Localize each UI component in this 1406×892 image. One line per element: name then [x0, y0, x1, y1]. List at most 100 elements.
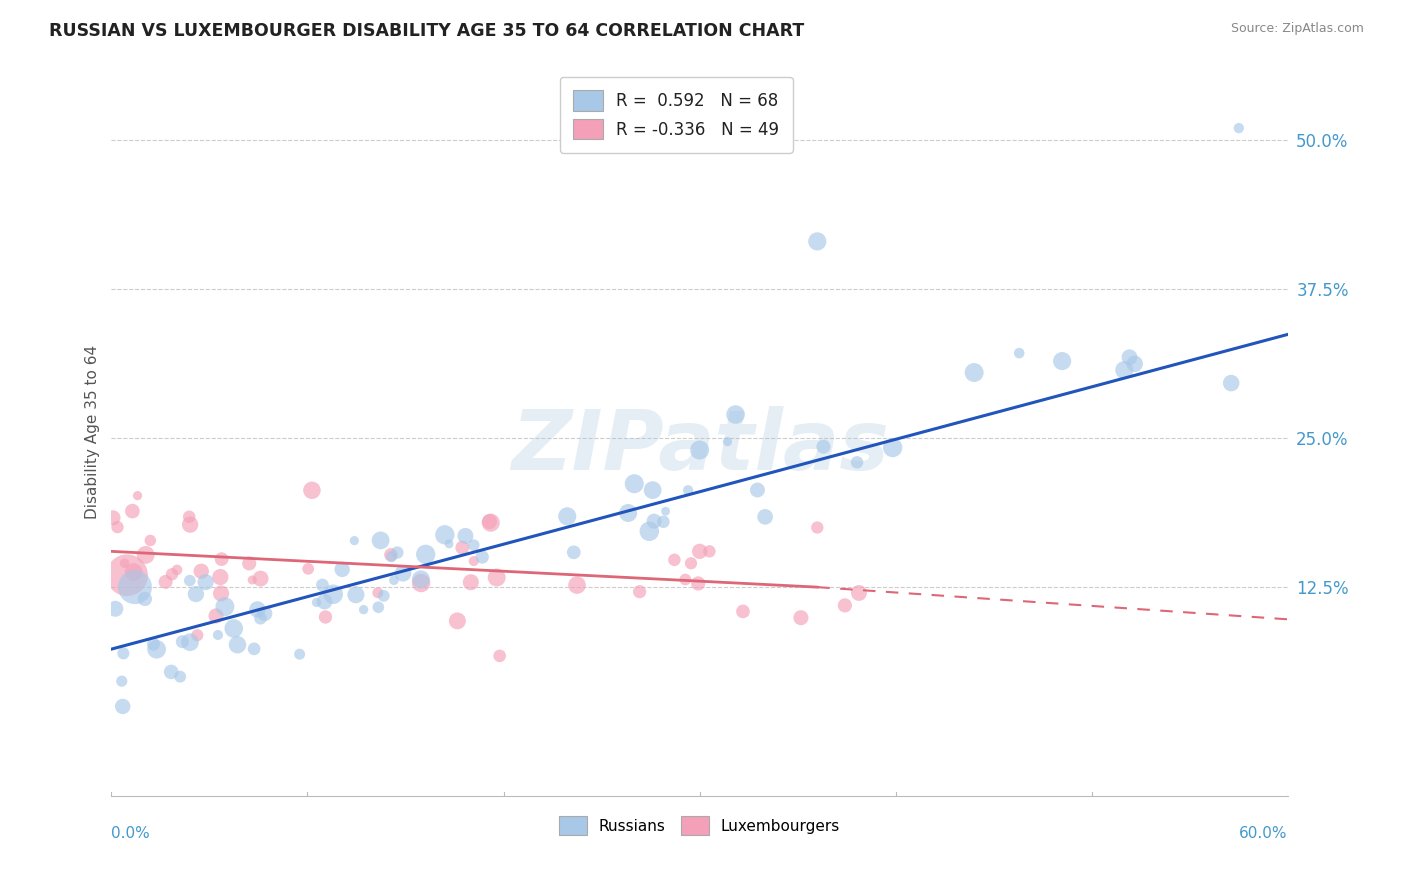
Point [288, 647, 311, 661]
Point [246, 602, 269, 616]
Point [134, 591, 156, 606]
Point [107, 520, 129, 534]
Point [437, 537, 460, 551]
Point [471, 549, 494, 564]
Point [654, 504, 676, 518]
Point [322, 587, 344, 601]
Point [617, 506, 640, 520]
Text: Source: ZipAtlas.com: Source: ZipAtlas.com [1230, 22, 1364, 36]
Point [813, 440, 835, 454]
Point [343, 533, 366, 548]
Point [679, 556, 702, 570]
Point [676, 483, 699, 498]
Point [638, 524, 661, 539]
Point [114, 556, 136, 570]
Point [1123, 357, 1146, 371]
Y-axis label: Disability Age 35 to 64: Disability Age 35 to 64 [86, 345, 100, 519]
Point [249, 611, 271, 625]
Point [380, 548, 402, 562]
Point [301, 483, 323, 498]
Point [314, 610, 336, 624]
Point [446, 614, 468, 628]
Point [688, 576, 710, 591]
Text: ZIPatlas: ZIPatlas [510, 406, 889, 487]
Point [179, 635, 201, 649]
Point [222, 622, 245, 636]
Point [111, 699, 134, 714]
Point [297, 562, 319, 576]
Point [454, 529, 477, 543]
Point [166, 563, 188, 577]
Point [101, 510, 124, 524]
Point [1118, 351, 1140, 365]
Point [731, 604, 754, 618]
Point [238, 557, 260, 571]
Point [623, 476, 645, 491]
Point [641, 483, 664, 497]
Point [628, 584, 651, 599]
Point [411, 576, 433, 591]
Point [240, 573, 263, 587]
Point [689, 544, 711, 558]
Point [754, 509, 776, 524]
Point [194, 575, 217, 590]
Point [1114, 363, 1136, 377]
Point [834, 599, 856, 613]
Point [115, 568, 138, 582]
Point [689, 443, 711, 458]
Point [479, 516, 502, 530]
Point [190, 564, 212, 578]
Point [1220, 376, 1243, 390]
Point [160, 665, 183, 679]
Point [1050, 354, 1073, 368]
Text: RUSSIAN VS LUXEMBOURGER DISABILITY AGE 35 TO 64 CORRELATION CHART: RUSSIAN VS LUXEMBOURGER DISABILITY AGE 3… [49, 22, 804, 40]
Point [373, 589, 395, 603]
Point [179, 509, 201, 524]
Point [643, 514, 665, 528]
Point [186, 628, 208, 642]
Point [433, 528, 456, 542]
Point [305, 595, 328, 609]
Point [673, 573, 696, 587]
Point [724, 408, 747, 422]
Point [249, 572, 271, 586]
Point [209, 586, 232, 600]
Point [111, 674, 134, 689]
Point [169, 670, 191, 684]
Point [314, 595, 336, 609]
Text: 0.0%: 0.0% [111, 826, 150, 841]
Point [747, 483, 769, 497]
Point [790, 610, 813, 624]
Point [699, 544, 721, 558]
Point [139, 533, 162, 548]
Point [311, 578, 333, 592]
Point [382, 573, 405, 587]
Point [214, 599, 236, 614]
Point [207, 628, 229, 642]
Point [488, 648, 510, 663]
Point [565, 578, 588, 592]
Point [370, 533, 392, 548]
Point [367, 586, 389, 600]
Point [415, 547, 437, 561]
Point [367, 600, 389, 615]
Point [205, 609, 228, 624]
Point [330, 562, 353, 576]
Point [963, 366, 986, 380]
Point [409, 572, 432, 586]
Point [179, 517, 201, 532]
Point [380, 549, 402, 564]
Point [664, 553, 686, 567]
Point [716, 434, 738, 449]
Point [127, 489, 149, 503]
Point [124, 580, 146, 594]
Point [485, 570, 508, 584]
Point [209, 570, 232, 584]
Point [243, 641, 266, 656]
Point [387, 545, 409, 559]
Point [848, 586, 870, 600]
Point [562, 545, 585, 559]
Point [226, 638, 249, 652]
Point [142, 637, 165, 651]
Point [184, 587, 207, 601]
